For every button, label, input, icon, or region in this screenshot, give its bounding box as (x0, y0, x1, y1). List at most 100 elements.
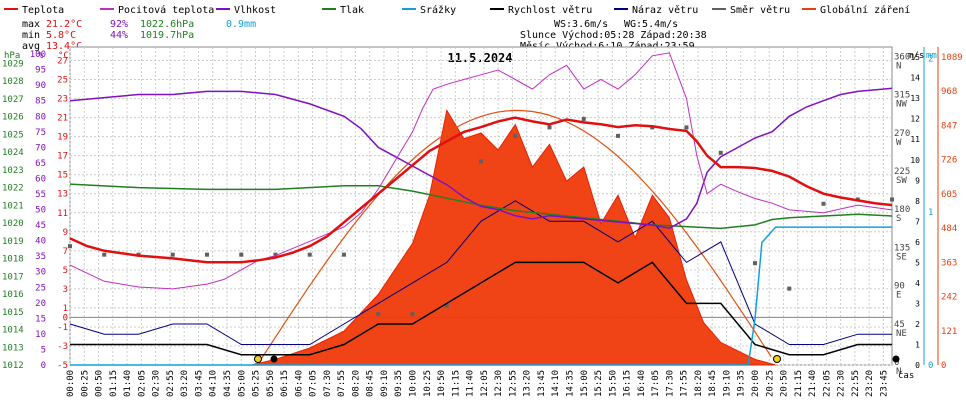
x-tick-label: 23:20 (865, 370, 875, 397)
pct-tick-label: 95 (35, 66, 46, 76)
celsius-tick-label: 5 (63, 266, 68, 276)
x-tick-label: 19:10 (722, 370, 732, 397)
legend-label: Globální záření (820, 4, 910, 16)
x-tick-label: 23:45 (879, 370, 889, 397)
dir-name-label: SE (896, 252, 907, 262)
x-tick-label: 10:00 (409, 370, 419, 397)
hpa-tick-label: 1013 (2, 343, 24, 353)
wind-direction-point (684, 125, 689, 130)
x-tick-label: 02:05 (137, 370, 147, 397)
hpa-tick-label: 1020 (2, 219, 24, 229)
x-axis-label: čas (898, 370, 914, 381)
x-tick-label: 16:15 (623, 370, 633, 397)
series-srazky (70, 226, 892, 366)
dir-name-label: SW (896, 176, 907, 186)
wind-direction-point (376, 312, 381, 317)
pct-tick-label: 100 (30, 50, 46, 60)
wind-direction-point (753, 261, 757, 266)
series-vlhkost (69, 87, 893, 229)
legend-label: Rychlost větru (508, 4, 592, 16)
x-tick-label: 11:40 (466, 370, 476, 397)
legend-label: Směr větru (730, 4, 790, 16)
x-tick-label: 07:55 (337, 370, 347, 397)
stat-max-label: max (22, 19, 40, 30)
dir-tick-label: 135 (894, 243, 910, 253)
x-tick-label: 15:50 (608, 370, 618, 397)
dir-name-label: N (896, 367, 901, 377)
series-tlak (69, 183, 893, 230)
wind-direction-point (513, 133, 518, 138)
mm-tick-label: 0 (928, 361, 933, 371)
info-sun: Slunce Východ:05:28 Západ:20:38 (520, 29, 707, 41)
stat-min-press: 1019.7hPa (140, 30, 194, 41)
axis-layer: 00:00 00:25 00:50 01:15 01:40 02:05 02:30 02:55… (2, 47, 963, 397)
hpa-tick-label: 1016 (2, 290, 24, 300)
legend-item-pocitova: Pocitová teplota (100, 4, 214, 16)
legend-item-zareni: Globální záření (802, 4, 910, 16)
celsius-tick-label: 21 (57, 114, 68, 124)
ms-tick-label: 11 (910, 135, 920, 144)
wind-direction-point (307, 252, 312, 257)
x-tick-label: 03:20 (180, 370, 190, 397)
dir-tick-label: 315 (894, 91, 910, 101)
wm2-tick-label: 121 (941, 327, 957, 337)
x-tick-label: 16:40 (637, 370, 647, 397)
ms-tick-label: 9 (915, 176, 920, 185)
celsius-tick-label: 27 (57, 57, 68, 67)
x-tick-label: 10:50 (437, 370, 447, 397)
x-tick-label: 00:50 (95, 370, 105, 397)
x-tick-label: 21:15 (794, 370, 804, 397)
pct-tick-label: 5 (41, 345, 46, 355)
x-tick-label: 05:25 (252, 370, 262, 397)
dir-name-label: E (896, 291, 901, 301)
sunset-marker (773, 355, 781, 363)
wind-direction-point (239, 252, 244, 257)
hpa-tick-label: 1029 (2, 59, 24, 69)
dir-tick-label: 45 (894, 320, 905, 330)
hpa-tick-label: 1012 (2, 361, 24, 371)
x-tick-label: 13:20 (523, 370, 533, 397)
wm2-tick-label: 726 (941, 156, 957, 166)
dir-tick-label: 360 (894, 52, 910, 62)
ms-tick-label: 3 (915, 299, 920, 308)
legend-label: Pocitová teplota (118, 4, 214, 16)
hpa-tick-label: 1019 (2, 237, 24, 247)
pct-tick-label: 35 (35, 252, 46, 262)
x-tick-label: 05:00 (237, 370, 247, 397)
axis-label-ms: m/s (908, 51, 924, 61)
wind-direction-point (68, 244, 72, 249)
axis-label-pct: % (38, 51, 44, 61)
pct-tick-label: 90 (35, 81, 46, 91)
hpa-tick-label: 1021 (2, 201, 24, 211)
ms-tick-label: 15 (910, 53, 920, 62)
wind-direction-point (479, 159, 483, 164)
x-tick-label: 08:20 (351, 370, 361, 397)
x-tick-label: 15:00 (580, 370, 590, 397)
axis-label-mm: mm (926, 51, 937, 61)
wm2-tick-label: 605 (941, 190, 957, 200)
legend-item-smer: Směr větru (712, 4, 790, 16)
x-tick-label: 04:10 (209, 370, 219, 397)
dir-name-label: NW (896, 100, 907, 110)
x-tick-label: 12:30 (494, 370, 504, 397)
stat-max-press: 1022.6hPa (140, 19, 194, 30)
x-tick-label: 02:55 (166, 370, 176, 397)
x-tick-label: 01:40 (123, 370, 133, 397)
celsius-tick-label: 23 (57, 95, 68, 105)
ms-tick-label: 13 (910, 94, 920, 103)
stat-avg-temp: 13.4°C (46, 41, 82, 52)
wind-direction-point (444, 303, 449, 308)
ms-tick-label: 1 (915, 340, 920, 349)
wind-direction-point (170, 252, 175, 257)
hpa-tick-label: 1022 (2, 184, 24, 194)
pct-tick-label: 0 (41, 361, 46, 371)
x-tick-label: 19:35 (737, 370, 747, 397)
legend: Teplota Pocitová teplota Vlhkost Tlak Sr… (4, 4, 910, 16)
x-tick-label: 20:25 (765, 370, 775, 397)
wind-direction-point (342, 252, 346, 257)
celsius-tick-label: 7 (63, 247, 68, 257)
stat-max-hum: 92% (110, 19, 128, 30)
dir-tick-label: 270 (894, 129, 910, 139)
x-tick-label: 05:50 (266, 370, 276, 397)
